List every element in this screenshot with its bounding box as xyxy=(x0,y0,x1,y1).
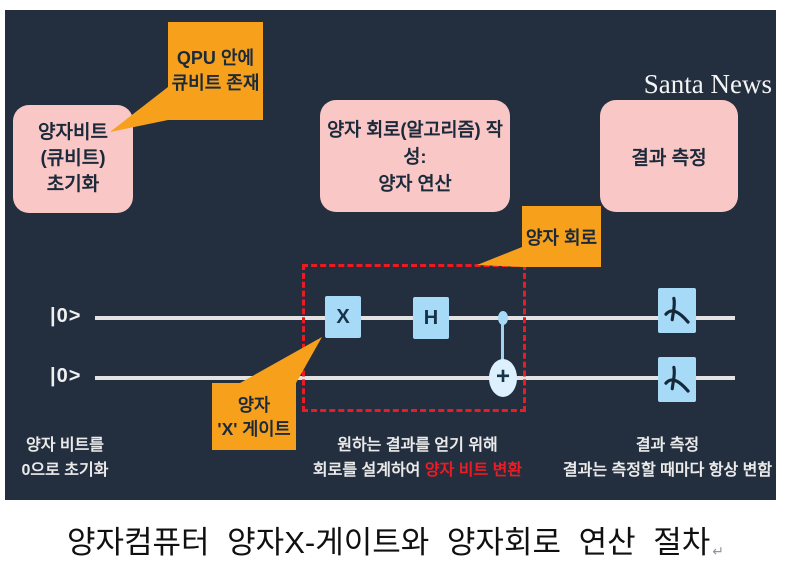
note-transform-line2: 회로를 설계하여 양자 비트 변환 xyxy=(300,458,535,483)
stage-measure-box: 결과 측정 xyxy=(600,100,738,212)
caption: 양자컴퓨터 양자X-게이트와 양자회로 연산 절차 ↵ xyxy=(0,517,789,562)
note-measure: 결과 측정 결과는 측정할 때마다 항상 변함 xyxy=(562,437,773,479)
stage-init-box: 양자비트 (큐비트) 초기화 xyxy=(13,105,133,213)
h-gate: H xyxy=(413,297,449,339)
gauge-meter-icon xyxy=(664,296,690,324)
measurement-gate-qubit2 xyxy=(658,357,696,402)
note-transform-prefix: 회로를 설계하여 xyxy=(312,462,425,479)
circuit-callout-pointer xyxy=(477,247,522,267)
qubit1-label: |0> xyxy=(50,305,82,327)
circuit-region-outline xyxy=(302,264,526,412)
qubit2-wire xyxy=(95,376,735,380)
note-init: 양자 비트를 0으로 초기화 xyxy=(21,437,109,479)
diagram-board xyxy=(5,10,776,500)
qpu-callout-pointer xyxy=(110,87,168,132)
cnot-connector xyxy=(501,318,504,378)
caption-title: 양자컴퓨터 양자X-게이트와 양자회로 연산 절차 xyxy=(66,525,711,560)
cnot-control-dot xyxy=(498,311,508,325)
measurement-gate-qubit1 xyxy=(658,288,696,333)
brand-text: Santa News xyxy=(643,69,772,99)
stage-compose-box: 양자 회로(알고리즘) 작성: 양자 연산 xyxy=(320,100,510,212)
circuit-callout-box: 양자 회로 xyxy=(522,206,601,267)
x-gate: X xyxy=(325,296,361,338)
xgate-callout-box: 양자 'X' 게이트 xyxy=(212,383,296,450)
qpu-callout-box: QPU 안에 큐비트 존재 xyxy=(168,22,263,120)
note-transform-highlight: 양자 비트 변환 xyxy=(424,462,523,479)
note-transform-line1: 원하는 결과를 얻기 위해 xyxy=(337,437,498,454)
qubit2-label: |0> xyxy=(50,365,82,387)
gauge-meter-icon xyxy=(664,365,690,393)
return-mark-icon: ↵ xyxy=(712,543,725,559)
note-transform: 원하는 결과를 얻기 위해 회로를 설계하여 양자 비트 변환 xyxy=(300,433,535,483)
cnot-target-gate: + xyxy=(489,359,517,397)
xgate-callout-pointer xyxy=(240,337,322,383)
